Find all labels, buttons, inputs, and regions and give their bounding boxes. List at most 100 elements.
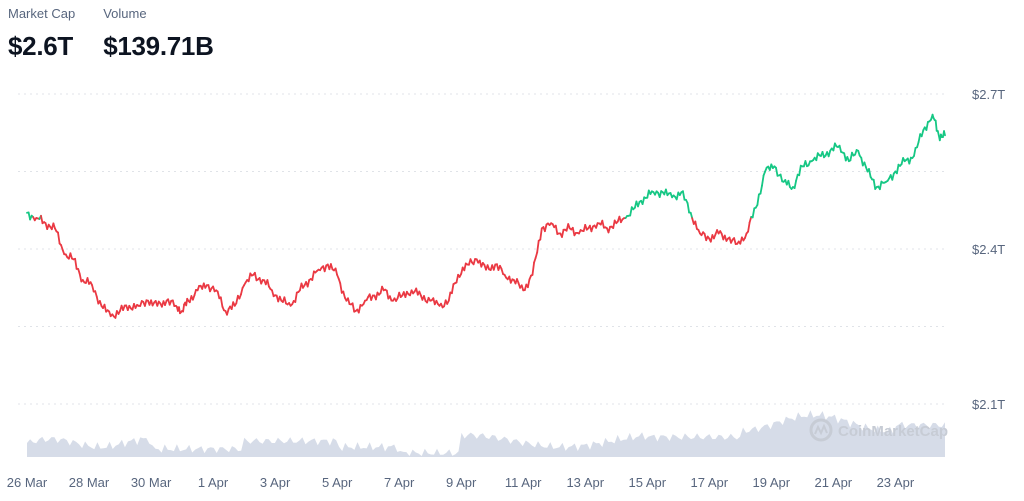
- price-line-segment: [561, 228, 565, 238]
- y-tick-label: $2.1T: [972, 397, 1005, 412]
- price-line-segment: [629, 206, 633, 217]
- price-line-segment: [193, 288, 197, 297]
- price-line-segment: [747, 221, 751, 233]
- volume-value: $139.71B: [103, 31, 214, 61]
- price-line-segment: [385, 289, 390, 300]
- price-line-segment: [908, 156, 912, 165]
- x-tick-label: 1 Apr: [198, 475, 229, 490]
- volume-label: Volume: [103, 6, 147, 21]
- price-line-segment: [91, 284, 95, 293]
- market-cap-label: Market Cap: [8, 6, 76, 21]
- price-line-segment: [347, 297, 351, 306]
- price-line-segment: [658, 190, 663, 199]
- price-line-segment: [544, 223, 548, 233]
- price-line-segment: [339, 282, 343, 294]
- price-line-segment: [357, 304, 362, 314]
- price-line-segment: [78, 272, 83, 283]
- price-line-segment: [329, 263, 334, 271]
- price-line-segment: [798, 164, 802, 177]
- price-line-segment: [40, 214, 44, 225]
- x-tick-label: 13 Apr: [566, 475, 604, 490]
- price-line-segment: [793, 179, 797, 190]
- price-line-segment: [94, 290, 98, 298]
- volume-area: [27, 410, 945, 457]
- volume-area-path: [27, 410, 945, 457]
- price-line-segment: [283, 296, 287, 305]
- x-tick-label: 21 Apr: [815, 475, 853, 490]
- price-line-segment: [539, 227, 543, 241]
- price-line-segment: [756, 193, 760, 206]
- price-line-segment: [682, 190, 686, 201]
- x-axis: 26 Mar 28 Mar 30 Mar 1 Apr 3 Apr 5 Apr 7 Apr 9 …: [7, 475, 915, 490]
- price-line-segment: [761, 174, 765, 187]
- x-tick-label: 7 Apr: [384, 475, 415, 490]
- x-tick-label: 3 Apr: [260, 475, 291, 490]
- watermark: CoinMarketCap: [809, 418, 948, 442]
- market-cap-stat: Market Cap $2.6T: [8, 6, 75, 62]
- price-line-segment: [554, 224, 559, 235]
- y-axis: $2.7T $2.4T $2.1T: [972, 87, 1005, 412]
- price-line-segment: [759, 184, 763, 195]
- price-line-segment: [641, 196, 646, 206]
- price-line-segment: [240, 287, 244, 296]
- x-tick-label: 15 Apr: [628, 475, 666, 490]
- price-line-segment: [219, 296, 224, 308]
- price-line-segment: [247, 272, 252, 283]
- price-line-segment: [891, 172, 895, 181]
- price-line-segment: [534, 251, 539, 259]
- price-line-segment: [943, 130, 946, 137]
- price-line-segment: [74, 257, 78, 270]
- price-line-segment: [342, 290, 346, 299]
- price-line-segment: [733, 237, 737, 246]
- y-tick-label: $2.4T: [972, 242, 1005, 257]
- price-line-segment: [787, 179, 791, 188]
- x-tick-label: 28 Mar: [69, 475, 110, 490]
- price-line-segment: [455, 273, 460, 284]
- price-line-segment: [266, 279, 270, 288]
- price-line-segment: [913, 147, 917, 157]
- price-line-segment: [306, 279, 311, 288]
- price-line-segment: [694, 220, 698, 230]
- price-line-segment: [827, 149, 832, 158]
- price-line-segment: [447, 291, 452, 302]
- price-line-segment: [872, 178, 877, 190]
- price-line-segment: [879, 180, 883, 191]
- watermark-text: CoinMarketCap: [838, 423, 948, 440]
- price-line-segment: [271, 289, 275, 298]
- price-line-segment: [334, 267, 339, 276]
- x-tick-label: 23 Apr: [877, 475, 915, 490]
- price-line-segment: [294, 291, 298, 303]
- price-line-segment: [57, 231, 61, 245]
- price-line-segment: [838, 144, 842, 153]
- price-line-segment: [226, 308, 230, 316]
- price-line-segment: [216, 290, 221, 300]
- price-line-segment: [311, 270, 315, 281]
- price-line-segment: [896, 163, 900, 175]
- x-tick-label: 5 Apr: [322, 475, 353, 490]
- price-line-segment: [527, 278, 531, 289]
- y-tick-label: $2.7T: [972, 87, 1005, 102]
- price-line-segment: [253, 271, 258, 282]
- stats-header: Market Cap $2.6T Volume $139.71B: [8, 6, 214, 62]
- x-tick-label: 30 Mar: [131, 475, 172, 490]
- price-line-segment: [103, 303, 107, 313]
- price-line-segment: [323, 264, 328, 273]
- price-line-segment: [748, 215, 753, 224]
- price-line-segment: [916, 141, 920, 149]
- price-line-segment: [536, 239, 540, 254]
- x-tick-label: 11 Apr: [505, 475, 542, 490]
- price-line-segment: [492, 263, 497, 271]
- price-line-segment: [686, 202, 690, 214]
- price-line-segment: [69, 252, 73, 260]
- price-line-segment: [917, 133, 922, 143]
- market-cap-value: $2.6T: [8, 31, 73, 61]
- x-tick-label: 9 Apr: [446, 475, 477, 490]
- price-line-segment: [182, 303, 186, 313]
- price-line-segment: [779, 173, 784, 183]
- price-line: [26, 113, 946, 319]
- coinmarketcap-logo-icon: [809, 418, 833, 442]
- x-tick-label: 17 Apr: [691, 475, 729, 490]
- price-line-segment: [920, 129, 925, 138]
- price-line-segment: [601, 219, 605, 229]
